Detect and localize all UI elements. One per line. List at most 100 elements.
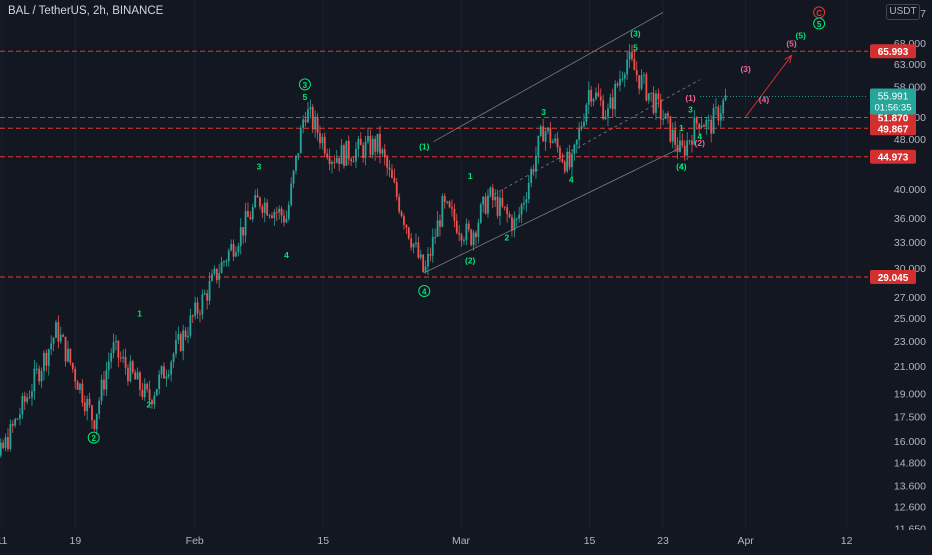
- candle-body: [503, 206, 506, 208]
- candle-body: [350, 159, 353, 162]
- candle-body: [443, 195, 446, 203]
- x-tick-label: 15: [584, 535, 596, 547]
- candle-body: [667, 113, 669, 117]
- candle-body: [441, 195, 444, 227]
- candle-body: [508, 214, 511, 217]
- candle-body: [242, 227, 245, 236]
- candle-body: [472, 232, 475, 245]
- candle-body: [0, 442, 2, 456]
- candle-body: [43, 352, 45, 372]
- candle-body: [674, 129, 677, 145]
- candle-body: [131, 361, 134, 373]
- candle-body: [338, 158, 341, 165]
- candle-body: [302, 119, 305, 129]
- candle-body: [429, 253, 432, 256]
- time-axis[interactable]: [0, 530, 932, 550]
- candle-body: [724, 95, 727, 101]
- candle-body: [2, 442, 5, 448]
- candle-body: [230, 244, 233, 251]
- candle-body: [583, 121, 585, 127]
- level-badge: [870, 149, 916, 164]
- candle-body: [707, 119, 710, 121]
- candle-body: [453, 208, 456, 221]
- wave-label: (1): [419, 141, 430, 151]
- price-axis[interactable]: [868, 0, 932, 530]
- candle-body: [700, 125, 703, 128]
- candle-body: [93, 420, 96, 430]
- candle-body: [383, 149, 386, 158]
- candle-body: [573, 144, 576, 154]
- current-price-box: [870, 88, 916, 115]
- candle-body: [518, 214, 521, 219]
- candle-body: [527, 182, 530, 200]
- wave-label: 1: [679, 123, 684, 133]
- candle-body: [16, 418, 19, 420]
- candle-body: [215, 268, 218, 281]
- candle-body: [177, 334, 180, 340]
- candle-body: [602, 100, 605, 120]
- candle-body: [400, 211, 403, 217]
- candle-body: [616, 83, 619, 86]
- currency-badge[interactable]: USDT: [886, 4, 920, 20]
- candle-body: [213, 268, 216, 274]
- candle-body: [35, 368, 38, 370]
- wave-label: (5): [796, 31, 807, 41]
- level-badge: [870, 269, 916, 284]
- candle-body: [434, 236, 437, 238]
- level-badge-label: 51.870: [878, 113, 909, 124]
- candle-body: [364, 141, 367, 158]
- candle-body: [307, 109, 309, 123]
- wave-label: (4): [676, 161, 687, 171]
- candle-body: [592, 99, 595, 102]
- candle-body: [532, 168, 535, 172]
- candle-body: [484, 196, 487, 214]
- candle-body: [31, 391, 33, 398]
- arrow-line: [745, 55, 792, 118]
- candle-body: [710, 119, 713, 134]
- candle-body: [182, 330, 185, 351]
- candle-body: [81, 383, 84, 403]
- candle-body: [347, 140, 350, 160]
- candle-body: [403, 216, 405, 225]
- candle-body: [292, 170, 295, 184]
- wave-label: (2): [695, 138, 706, 148]
- candle-body: [323, 136, 326, 154]
- candle-body: [712, 108, 715, 134]
- wave-label: 3: [257, 161, 262, 171]
- candle-body: [436, 220, 439, 237]
- candle-body: [530, 168, 533, 183]
- x-tick-label: 11: [0, 535, 8, 547]
- wave-label: 1: [137, 308, 142, 318]
- grid: [1, 0, 848, 530]
- candle-body: [407, 227, 410, 239]
- candle-body: [232, 244, 235, 257]
- candle-body: [515, 218, 518, 220]
- candle-body: [64, 336, 67, 362]
- candle-body: [374, 138, 377, 152]
- candle-body: [326, 153, 329, 158]
- candle-body: [451, 207, 453, 209]
- candle-body: [458, 232, 461, 235]
- candle-body: [645, 74, 648, 101]
- wave-label: (2): [465, 255, 476, 265]
- candle-body: [549, 127, 552, 143]
- y-tick-label: 14.800: [894, 457, 926, 469]
- candle-body: [55, 322, 57, 338]
- candle-body: [640, 75, 643, 89]
- wave-label: 1: [468, 171, 473, 181]
- candle-body: [422, 254, 425, 272]
- candle-body: [705, 120, 708, 127]
- x-tick-label: Apr: [737, 535, 754, 547]
- candle-body: [129, 361, 132, 382]
- candle-body: [76, 381, 79, 390]
- candle-body: [105, 370, 108, 390]
- candle-body: [446, 201, 449, 203]
- candle-body: [359, 138, 362, 146]
- candle-body: [635, 70, 638, 76]
- channel-line: [433, 12, 664, 143]
- candle-body: [676, 144, 679, 152]
- candle-body: [722, 100, 725, 114]
- wave-label: 5: [303, 92, 308, 102]
- candle-body: [371, 138, 374, 155]
